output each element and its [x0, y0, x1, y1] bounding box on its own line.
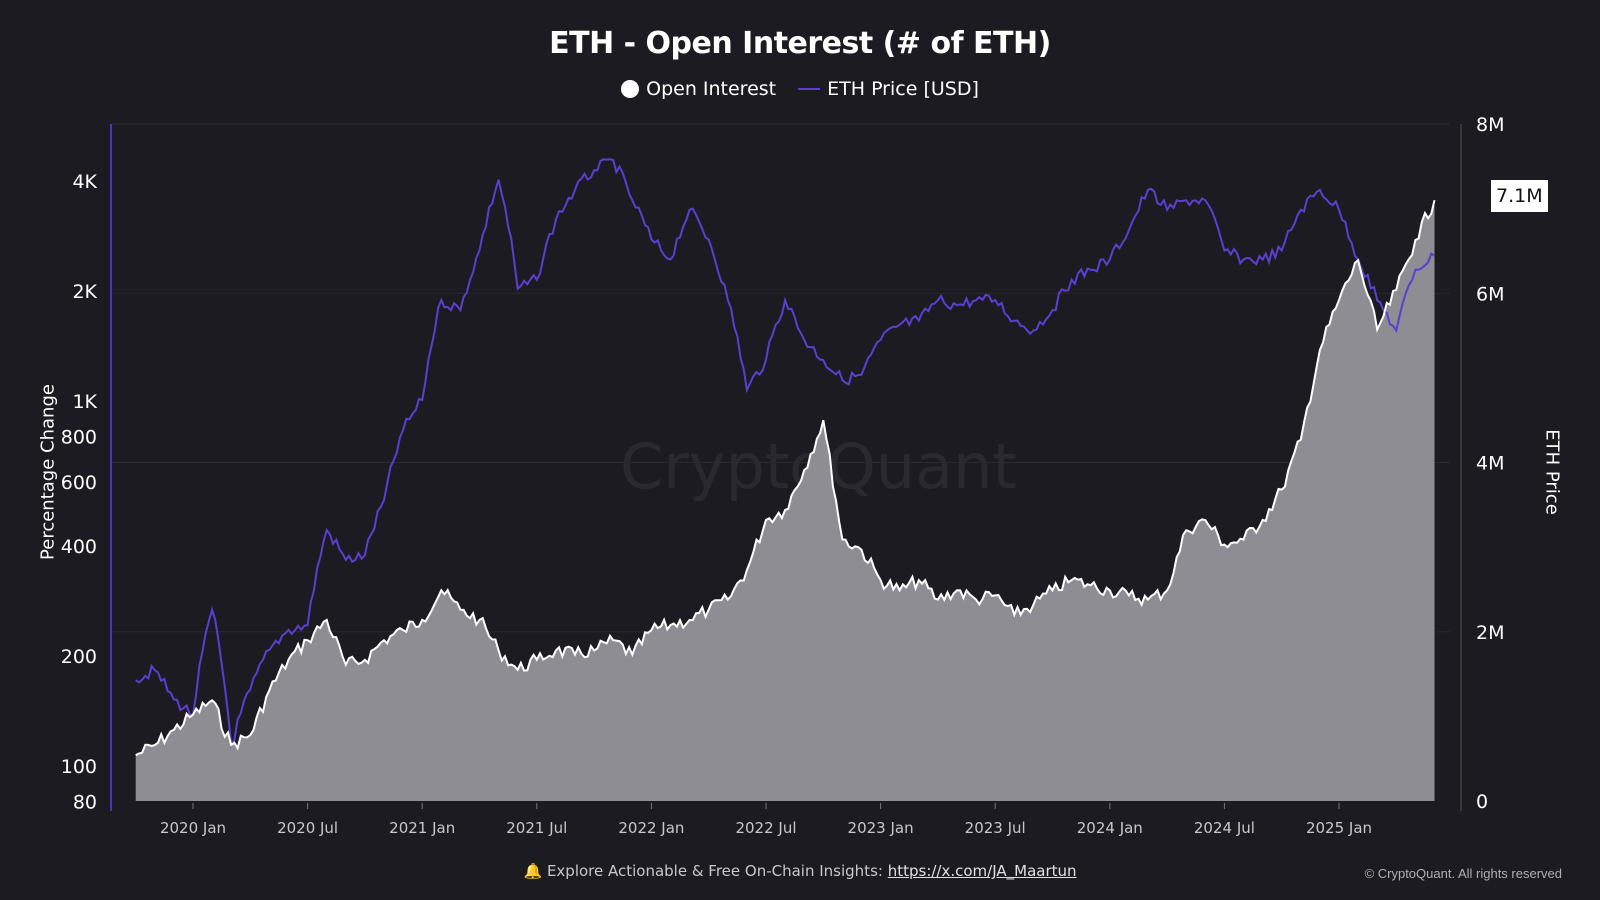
footer-link[interactable]: https://x.com/JA_Maartun: [887, 862, 1077, 880]
x-tick-label: 2021 Jan: [389, 819, 455, 837]
left-tick-label: 600: [61, 472, 97, 494]
legend-eth-price[interactable]: ETH Price [USD]: [798, 78, 979, 100]
x-tick-label: 2020 Jan: [160, 819, 226, 837]
footer-text: Explore Actionable & Free On-Chain Insig…: [546, 862, 888, 880]
last-value-badge: 7.1M: [1491, 180, 1548, 212]
x-tick-label: 2023 Jan: [848, 819, 914, 837]
footer: 🔔 Explore Actionable & Free On-Chain Ins…: [0, 862, 1600, 880]
x-tick-label: 2022 Jul: [735, 819, 796, 837]
x-tick-label: 2021 Jul: [506, 819, 567, 837]
right-tick-label: 0: [1476, 791, 1488, 813]
eth-price-line: [135, 158, 1436, 749]
left-tick-label: 200: [61, 646, 97, 668]
left-tick-label: 80: [73, 791, 97, 813]
right-axis-label: ETH Price: [1541, 429, 1563, 515]
legend-label: Open Interest: [646, 78, 777, 100]
x-tick-label: 2022 Jan: [618, 819, 684, 837]
left-tick-label: 4K: [72, 171, 97, 193]
left-axis-label: Percentage Change: [37, 384, 59, 560]
right-tick-label: 6M: [1476, 283, 1504, 305]
left-tick-label: 2K: [72, 281, 97, 303]
open-interest-line: [135, 199, 1436, 757]
left-tick-label: 1K: [72, 391, 97, 413]
right-tick-label: 2M: [1476, 622, 1504, 644]
left-tick-label: 100: [61, 756, 97, 778]
x-tick-label: 2020 Jul: [277, 819, 338, 837]
copyright: © CryptoQuant. All rights reserved: [1364, 866, 1562, 881]
right-tick-label: 4M: [1476, 453, 1504, 475]
chart-title: ETH - Open Interest (# of ETH): [549, 26, 1051, 61]
open-interest-area: [135, 200, 1435, 801]
right-tick-label: 8M: [1476, 114, 1504, 136]
bell-icon: 🔔: [523, 862, 543, 880]
circle-icon: [621, 80, 640, 98]
legend: Open Interest ETH Price [USD]: [0, 78, 1600, 100]
line-icon: [798, 88, 821, 90]
x-tick-label: 2024 Jul: [1194, 819, 1255, 837]
legend-open-interest[interactable]: Open Interest: [621, 78, 776, 100]
left-tick-label: 400: [61, 536, 97, 558]
legend-label: ETH Price [USD]: [827, 78, 979, 100]
x-tick-label: 2025 Jan: [1306, 819, 1372, 837]
left-tick-label: 800: [61, 426, 97, 448]
x-tick-label: 2024 Jan: [1077, 819, 1143, 837]
x-tick-label: 2023 Jul: [965, 819, 1026, 837]
